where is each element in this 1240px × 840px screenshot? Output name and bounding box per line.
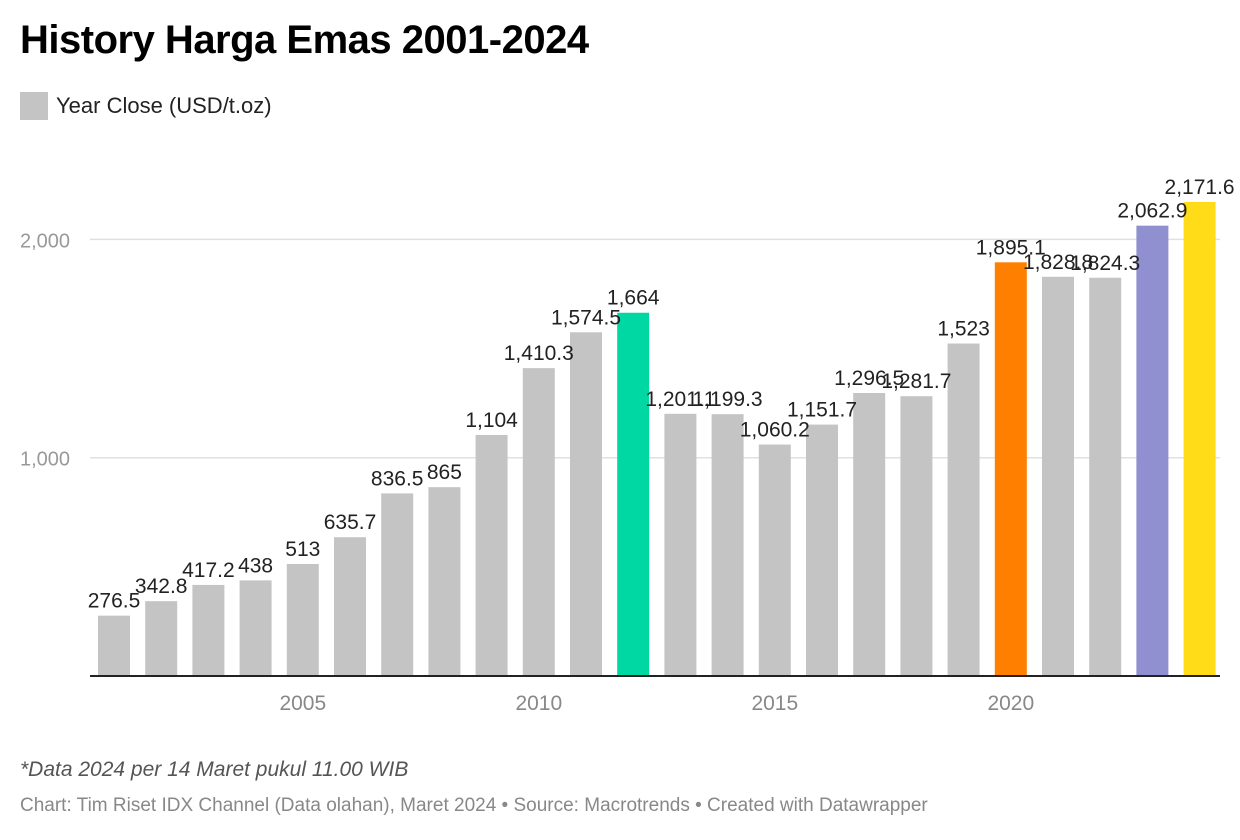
data-label: 836.5 <box>371 467 424 490</box>
data-label: 1,523 <box>937 318 990 341</box>
data-label: 438 <box>238 554 273 577</box>
data-label: 1,104 <box>465 409 518 432</box>
legend-swatch <box>20 92 48 120</box>
x-tick-label: 2010 <box>515 692 562 715</box>
bar <box>145 601 178 676</box>
data-label: 1,574.5 <box>551 306 621 329</box>
data-label: 865 <box>427 461 462 484</box>
bar <box>1183 201 1216 676</box>
data-label: 342.8 <box>135 575 188 598</box>
data-label: 2,062.9 <box>1117 200 1187 223</box>
footnote: *Data 2024 per 14 Maret pukul 11.00 WIB <box>20 758 409 781</box>
data-label: 1,296.5 <box>834 367 904 390</box>
bar <box>947 343 980 676</box>
data-label: 513 <box>285 538 320 561</box>
bar <box>758 444 791 676</box>
y-tick-label: 1,000 <box>20 449 70 471</box>
data-label: 1,199.3 <box>693 388 763 411</box>
chart-title: History Harga Emas 2001-2024 <box>20 18 589 62</box>
data-label: 1,060.2 <box>740 419 810 442</box>
bar <box>475 434 508 676</box>
data-label: 276.5 <box>88 590 141 613</box>
data-label: 1,201.1 <box>645 388 715 411</box>
source-credit: Chart: Tim Riset IDX Channel (Data olaha… <box>20 795 928 816</box>
data-label: 1,824.3 <box>1070 252 1140 275</box>
bar <box>900 396 933 676</box>
data-label: 1,895.1 <box>976 236 1046 259</box>
data-label: 1,828.8 <box>1023 251 1093 274</box>
bar <box>192 584 225 676</box>
data-label: 635.7 <box>324 511 377 534</box>
bar <box>98 615 130 676</box>
bar <box>334 537 366 676</box>
bar <box>994 262 1027 676</box>
data-label: 1,664 <box>607 287 660 310</box>
legend-label: Year Close (USD/t.oz) <box>56 93 272 118</box>
bar <box>239 580 272 676</box>
bar <box>806 424 838 676</box>
bar <box>1042 276 1074 676</box>
bar <box>664 413 697 676</box>
data-label: 1,151.7 <box>787 399 857 422</box>
legend: Year Close (USD/t.oz) <box>20 92 272 120</box>
data-label: 1,281.7 <box>881 370 951 393</box>
bar <box>617 312 650 676</box>
bar <box>1136 225 1169 676</box>
bar <box>1089 277 1122 676</box>
bar <box>286 564 319 676</box>
x-tick-label: 2020 <box>987 692 1034 715</box>
data-label: 417.2 <box>182 559 235 582</box>
bar <box>522 368 555 676</box>
data-label: 1,410.3 <box>504 342 574 365</box>
data-label: 2,171.6 <box>1165 176 1235 199</box>
bar <box>711 414 744 676</box>
y-tick-label: 2,000 <box>20 230 70 252</box>
x-tick-label: 2015 <box>751 692 798 715</box>
bar <box>570 332 602 676</box>
bar <box>428 487 461 676</box>
bar <box>853 392 886 676</box>
x-tick-label: 2005 <box>279 692 326 715</box>
bar <box>381 493 414 676</box>
